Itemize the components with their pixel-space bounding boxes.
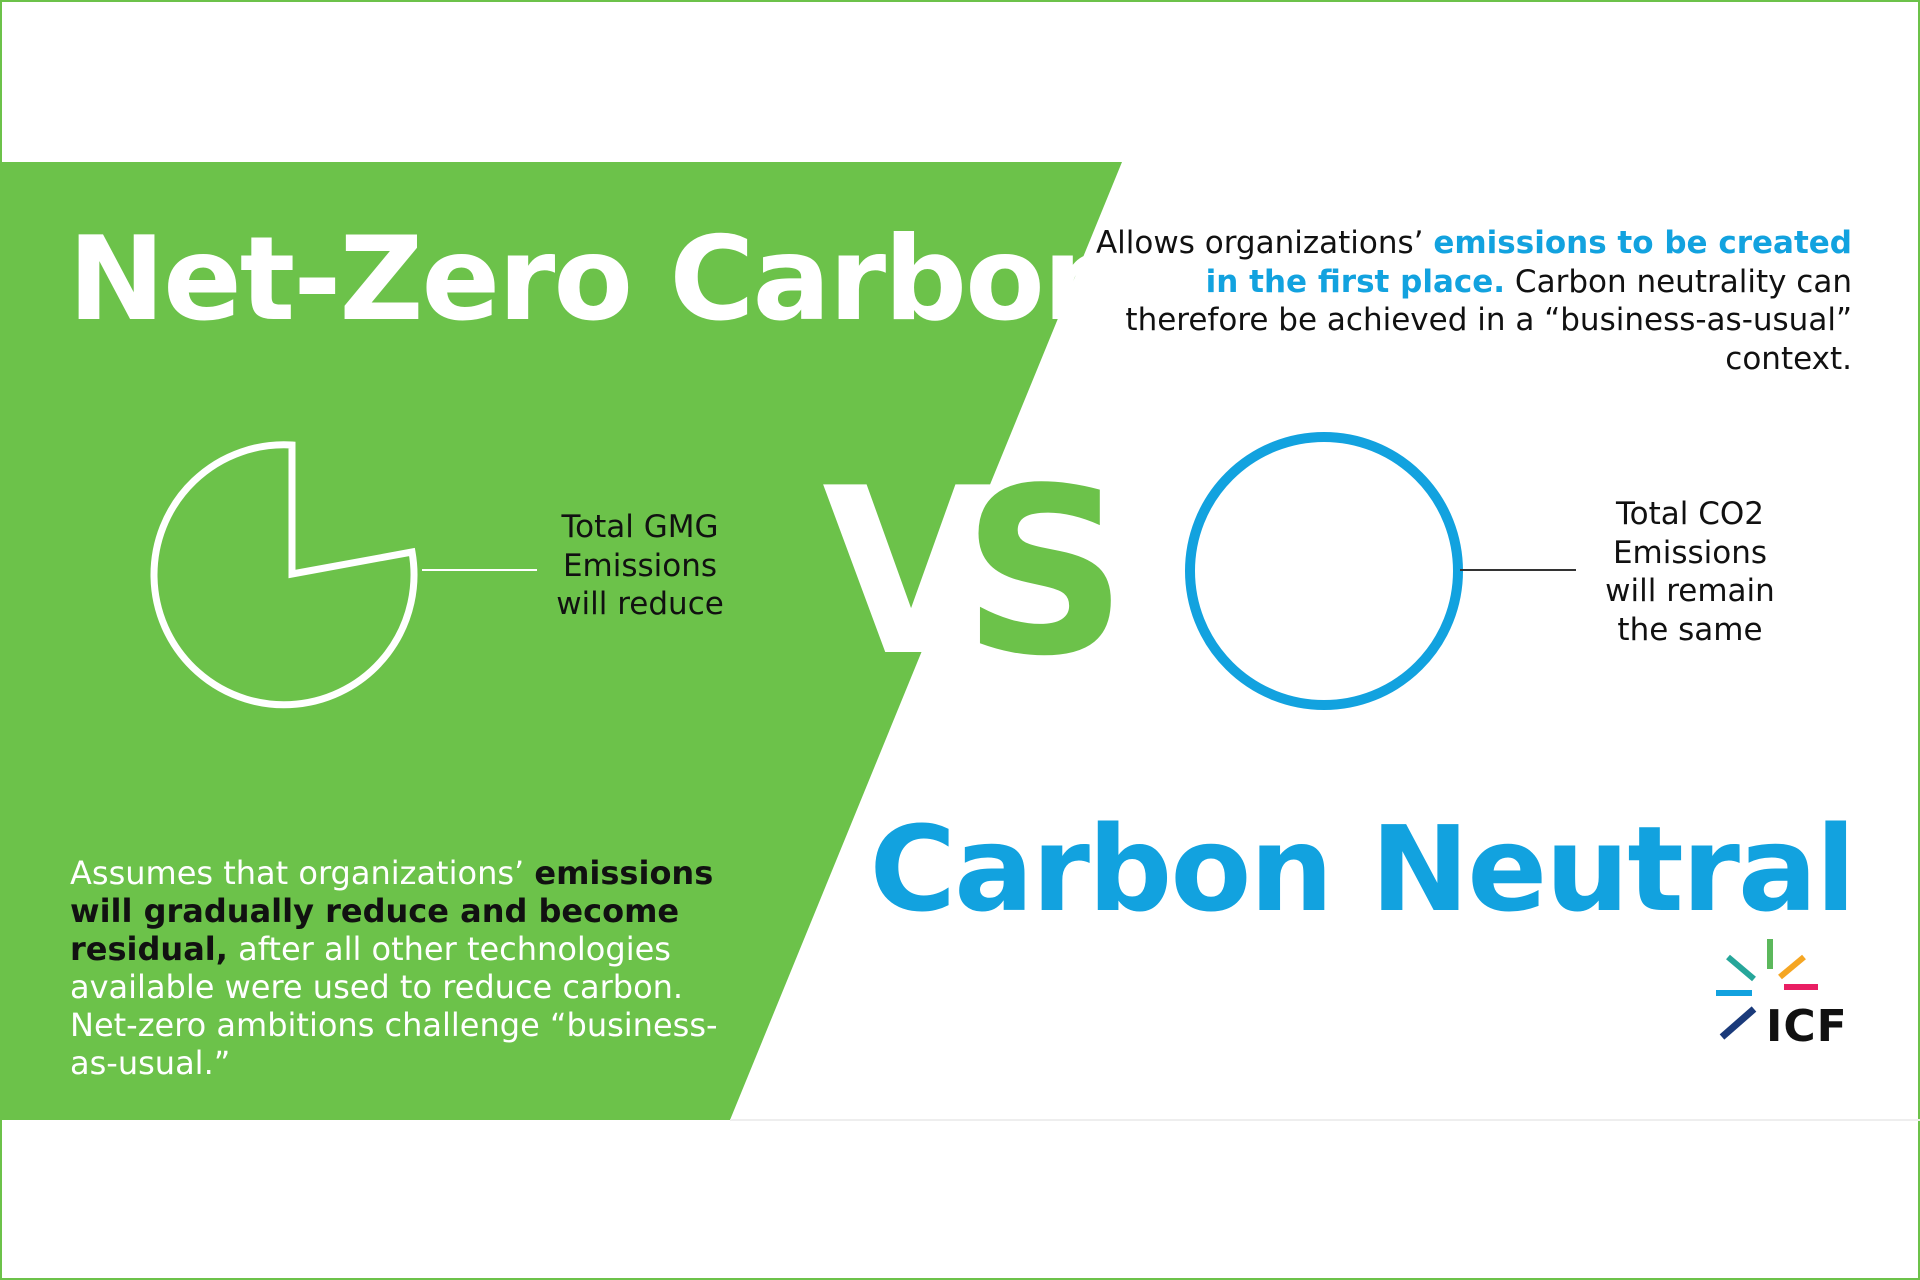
- net-zero-carbon-title: Net-Zero Carbon: [68, 212, 1125, 347]
- carbon-neutral-title: Carbon Neutral: [869, 800, 1856, 938]
- net-zero-desc-rest: after all other technologies available w…: [70, 930, 718, 1082]
- carbon-neutral-metric-line: the same: [1617, 611, 1763, 648]
- net-zero-green-panel: [2, 162, 1122, 1120]
- net-zero-metric-line: Emissions: [562, 547, 718, 584]
- icf-logo-burst-icon: [1716, 939, 1818, 1040]
- reducing-pie-icon: [150, 441, 418, 709]
- carbon-neutral-metric-line: will remain: [1605, 573, 1775, 609]
- net-zero-desc-intro: Assumes that organizations’: [70, 854, 535, 892]
- vs-letter-v: V: [822, 440, 999, 707]
- net-zero-desc-highlight: emissions will gradually reduce and beco…: [70, 854, 714, 968]
- carbon-neutral-description: Allows organizations’ emissions to be cr…: [1092, 224, 1852, 378]
- net-zero-metric-label: Total GMG Emissions will reduce: [540, 508, 740, 624]
- carbon-neutral-desc-rest: Carbon neutrality can therefore be achie…: [1125, 263, 1852, 377]
- net-zero-description: Assumes that organizations’ emissions wi…: [70, 854, 750, 1082]
- vs-letter-s: S: [962, 440, 1128, 707]
- icf-logo-text: ICF: [1766, 1001, 1848, 1052]
- carbon-neutral-metric-line: Emissions: [1612, 534, 1768, 571]
- carbon-neutral-metric-label: Total CO2 Emissions will remain the same: [1580, 495, 1800, 649]
- constant-circle-icon: [1185, 432, 1463, 710]
- carbon-neutral-desc-highlight: emissions to be created in the first pla…: [1205, 225, 1852, 300]
- icf-logo: ICF: [1708, 937, 1868, 1057]
- net-zero-metric-line: Total GMG: [561, 509, 719, 545]
- net-zero-metric-line: will reduce: [556, 586, 724, 622]
- carbon-neutral-desc-intro: Allows organizations’: [1095, 225, 1434, 261]
- carbon-neutral-metric-line: Total CO2: [1615, 496, 1765, 532]
